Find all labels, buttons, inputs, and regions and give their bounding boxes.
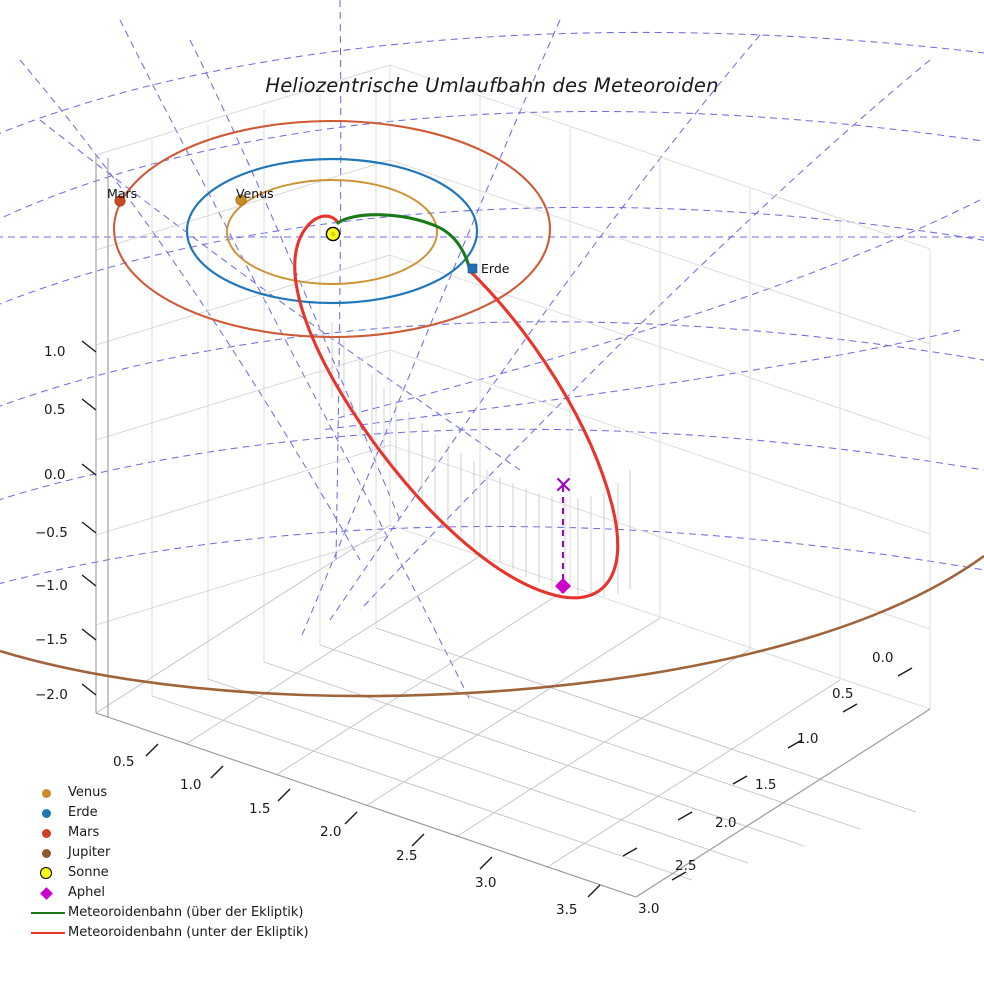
sonne-dot-icon [28, 863, 68, 883]
meteoroid-orbit-below-ecliptic [293, 214, 620, 600]
legend: Venus Erde Mars Jupiter Sonne [28, 783, 328, 943]
z-tick-4: −1.0 [35, 578, 68, 594]
left-pane-grid [95, 64, 391, 713]
celestial-grid [0, 0, 984, 701]
x-tick-3: 2.0 [320, 824, 342, 840]
drop-lines [331, 322, 631, 597]
z-tick-6: −2.0 [35, 687, 68, 703]
y-tick-3: 1.5 [755, 777, 777, 793]
y-tick-5: 2.5 [675, 858, 697, 874]
sun-core-icon [330, 231, 336, 237]
y-tick-0: 0.0 [872, 650, 894, 666]
aphel-projection-x-icon [557, 478, 570, 491]
green-line-icon [28, 903, 68, 923]
legend-label-erde: Erde [68, 805, 98, 820]
y-tick-6: 3.0 [638, 901, 660, 917]
y-tick-1: 0.5 [832, 686, 854, 702]
mars-dot-icon [28, 823, 68, 843]
earth-marker [467, 263, 478, 274]
aphel-diamond-icon [28, 883, 68, 903]
earth-orbit [185, 157, 479, 305]
legend-label-jupiter: Jupiter [68, 845, 111, 860]
y-tick-2: 1.0 [797, 731, 819, 747]
x-tick-5: 3.0 [475, 875, 497, 891]
meteoroid-orbit-above-ecliptic [336, 213, 472, 273]
aphel-group [555, 478, 571, 594]
z-tick-3: −0.5 [35, 525, 68, 541]
legend-item-sonne[interactable]: Sonne [28, 863, 328, 883]
z-tick-2: 0.0 [44, 467, 66, 483]
mars-marker [114, 195, 126, 207]
venus-orbit [226, 179, 438, 285]
red-line-icon [28, 923, 68, 943]
legend-item-aphel[interactable]: Aphel [28, 883, 328, 903]
x-tick-6: 3.5 [556, 902, 578, 918]
legend-item-bahn-unter[interactable]: Meteoroidenbahn (unter der Ekliptik) [28, 923, 328, 943]
venus-dot-icon [28, 783, 68, 803]
right-pane-grid [389, 64, 931, 710]
mars-label: Mars [107, 186, 138, 201]
legend-item-jupiter[interactable]: Jupiter [28, 843, 328, 863]
venus-marker [235, 194, 247, 206]
legend-label-bahn-unter: Meteoroidenbahn (unter der Ekliptik) [68, 925, 309, 940]
legend-label-mars: Mars [68, 825, 100, 840]
legend-label-venus: Venus [68, 785, 108, 800]
earth-label: Erde [481, 261, 510, 276]
legend-label-bahn-ueber: Meteoroidenbahn (über der Ekliptik) [68, 905, 304, 920]
x-tick-1: 1.0 [180, 777, 202, 793]
jupiter-dot-icon [28, 843, 68, 863]
z-tick-1: 0.5 [44, 402, 66, 418]
venus-label: Venus [236, 186, 274, 201]
y-tick-4: 2.0 [715, 815, 737, 831]
x-tick-0: 0.5 [113, 754, 135, 770]
z-tick-5: −1.5 [35, 632, 68, 648]
legend-label-aphel: Aphel [68, 885, 105, 900]
legend-item-mars[interactable]: Mars [28, 823, 328, 843]
x-tick-4: 2.5 [396, 848, 418, 864]
x-tick-2: 1.5 [249, 801, 271, 817]
legend-item-bahn-ueber[interactable]: Meteoroidenbahn (über der Ekliptik) [28, 903, 328, 923]
aphel-diamond-marker [555, 578, 571, 594]
jupiter-orbit [0, 554, 984, 698]
legend-item-erde[interactable]: Erde [28, 803, 328, 823]
axis-tick-marks [81, 340, 913, 898]
z-tick-0: 1.0 [44, 344, 66, 360]
axis-spines [95, 155, 931, 898]
legend-label-sonne: Sonne [68, 865, 109, 880]
erde-dot-icon [28, 803, 68, 823]
legend-item-venus[interactable]: Venus [28, 783, 328, 803]
page-title: Heliozentrische Umlaufbahn des Meteoroid… [265, 74, 719, 97]
